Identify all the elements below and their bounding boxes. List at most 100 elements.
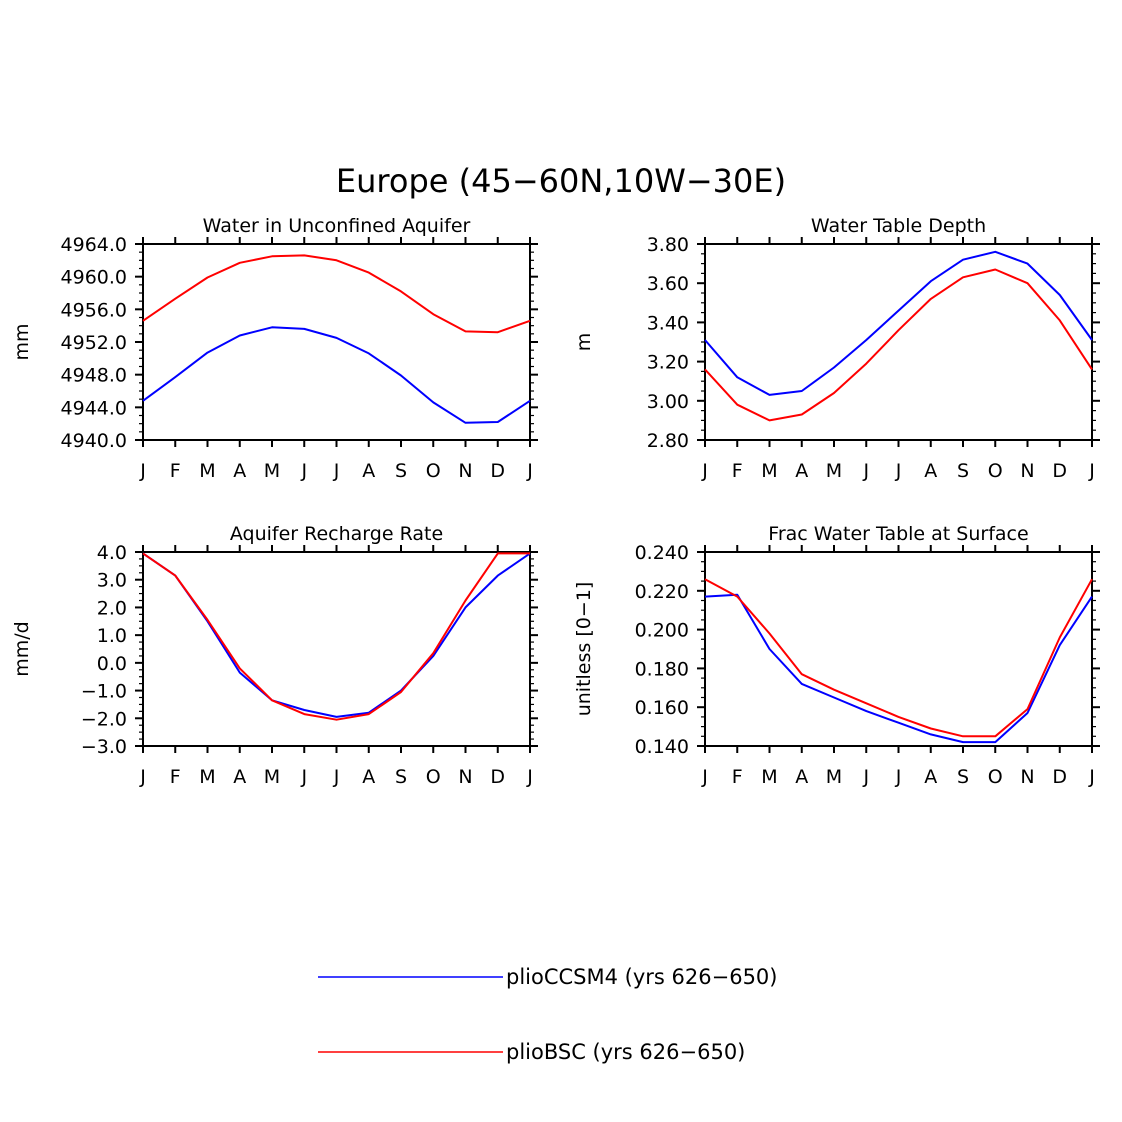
panel0-title: Water in Unconfined Aquifer <box>203 215 471 237</box>
panel0-ytick-label: 4944.0 <box>61 397 127 419</box>
panel0-ytick-label: 4956.0 <box>61 299 127 321</box>
panel1-ytick-label: 3.60 <box>647 273 689 295</box>
panel2-xtick-label: J <box>300 766 307 788</box>
panel1-ytick-label: 3.80 <box>647 234 689 256</box>
panel1-frame <box>704 243 1093 441</box>
panel3-ytick-label: 0.160 <box>635 697 689 719</box>
panel0-ytick-label: 4952.0 <box>61 332 127 354</box>
panel0-xtick-label: J <box>139 460 146 482</box>
panel1-xtick-label: F <box>732 460 743 482</box>
panel1-title: Water Table Depth <box>811 215 986 237</box>
panel2-xtick-label: J <box>139 766 146 788</box>
panel1-xtick-label: M <box>826 460 842 482</box>
panel0-xtick-label: M <box>264 460 280 482</box>
panel1-xtick-label: J <box>895 460 902 482</box>
panel3-xtick-label: J <box>895 766 902 788</box>
panel2-ytick-label: −3.0 <box>81 736 127 758</box>
legend-label-plioBSC: plioBSC (yrs 626−650) <box>506 1040 745 1064</box>
panel3-title: Frac Water Table at Surface <box>768 523 1028 545</box>
panel0-frame <box>142 243 531 441</box>
panel0-ytick-label: 4960.0 <box>61 267 127 289</box>
panel0-xtick-label: N <box>458 460 472 482</box>
panel0-xtick-label: J <box>300 460 307 482</box>
panel3-xtick-label: A <box>924 766 937 788</box>
panel2-ytick-label: 0.0 <box>97 653 127 675</box>
panel1-ylabel: m <box>573 333 595 352</box>
legend-label-plioCCSM4: plioCCSM4 (yrs 626−650) <box>506 965 777 989</box>
panel1-xtick-label: N <box>1020 460 1034 482</box>
panel2-xtick-label: J <box>333 766 340 788</box>
panel0-xtick-label: F <box>170 460 181 482</box>
panel0-ytick-label: 4948.0 <box>61 365 127 387</box>
panel3-xtick-label: J <box>862 766 869 788</box>
panel3-xtick-label: D <box>1052 766 1067 788</box>
panel3-ytick-label: 0.240 <box>635 542 689 564</box>
panel3-ytick-label: 0.200 <box>635 620 689 642</box>
panel1-ytick-label: 3.00 <box>647 391 689 413</box>
panel0-xtick-label: O <box>426 460 441 482</box>
panel3-xtick-label: A <box>795 766 808 788</box>
panel2-series-pliobsc <box>142 552 530 721</box>
panel0-xtick-label: S <box>395 460 407 482</box>
panel2-ytick-label: −2.0 <box>81 708 127 730</box>
panel2-xtick-label: J <box>526 766 533 788</box>
panel3-ytick-label: 0.140 <box>635 736 689 758</box>
panel2-ylabel: mm/d <box>11 621 33 676</box>
panel3-ytick-label: 0.180 <box>635 658 689 680</box>
panel-frac-water-table-at-surface: Frac Water Table at Surface unitless [0−1… <box>573 523 1100 788</box>
panel1-xtick-label: S <box>957 460 969 482</box>
panel1-xtick-label: J <box>701 460 708 482</box>
panel0-xtick-label: D <box>490 460 505 482</box>
panel0-ytick-label: 4964.0 <box>61 234 127 256</box>
panel2-xtick-label: F <box>170 766 181 788</box>
panel3-xtick-label: N <box>1020 766 1034 788</box>
panel1-xtick-label: A <box>795 460 808 482</box>
panel1-ytick-label: 3.40 <box>647 312 689 334</box>
panel2-xtick-label: N <box>458 766 472 788</box>
panel3-series-plioccsm4 <box>704 593 1093 744</box>
panel3-series-pliobsc <box>704 578 1093 738</box>
panel1-xtick-label: O <box>988 460 1003 482</box>
panel0-series-pliobsc <box>142 254 531 334</box>
panel1-xtick-label: D <box>1052 460 1067 482</box>
panel2-ytick-label: 2.0 <box>97 597 127 619</box>
panel0-xtick-label: J <box>333 460 340 482</box>
panel0-ylabel: mm <box>11 323 33 360</box>
panel2-xtick-label: O <box>426 766 441 788</box>
panel1-ytick-label: 3.20 <box>647 352 689 374</box>
panel0-ytick-label: 4940.0 <box>61 430 127 452</box>
panel1-series-plioccsm4 <box>704 250 1093 396</box>
panel2-xtick-label: M <box>199 766 215 788</box>
panel2-series-plioccsm4 <box>142 552 531 718</box>
panel2-ytick-label: −1.0 <box>81 681 127 703</box>
panel3-xtick-label: O <box>988 766 1003 788</box>
panel1-xtick-label: J <box>1088 460 1095 482</box>
panel1-xtick-label: A <box>924 460 937 482</box>
panel3-xtick-label: S <box>957 766 969 788</box>
panel2-xtick-label: A <box>362 766 375 788</box>
legend: plioCCSM4 (yrs 626−650) plioBSC (yrs 626… <box>318 965 777 1064</box>
panel1-xtick-label: J <box>862 460 869 482</box>
panel1-xtick-label: M <box>761 460 777 482</box>
panel0-xtick-label: A <box>233 460 246 482</box>
panel0-xtick-label: J <box>526 460 533 482</box>
panel1-series-pliobsc <box>704 268 1093 422</box>
panel2-ytick-label: 3.0 <box>97 570 127 592</box>
panel2-ytick-label: 4.0 <box>97 542 127 564</box>
panel1-ytick-label: 2.80 <box>647 430 689 452</box>
panel2-ytick-label: 1.0 <box>97 625 127 647</box>
panel3-ytick-label: 0.220 <box>635 581 689 603</box>
panel2-title: Aquifer Recharge Rate <box>230 523 443 545</box>
panel2-xtick-label: M <box>264 766 280 788</box>
panel3-xtick-label: M <box>826 766 842 788</box>
panel3-xtick-label: M <box>761 766 777 788</box>
panel0-xtick-label: M <box>199 460 215 482</box>
panel3-xtick-label: F <box>732 766 743 788</box>
figure-title: Europe (45−60N,10W−30E) <box>336 162 786 200</box>
panel3-xtick-label: J <box>1088 766 1095 788</box>
panel0-series-plioccsm4 <box>142 326 531 424</box>
panel3-ylabel: unitless [0−1] <box>573 582 595 717</box>
